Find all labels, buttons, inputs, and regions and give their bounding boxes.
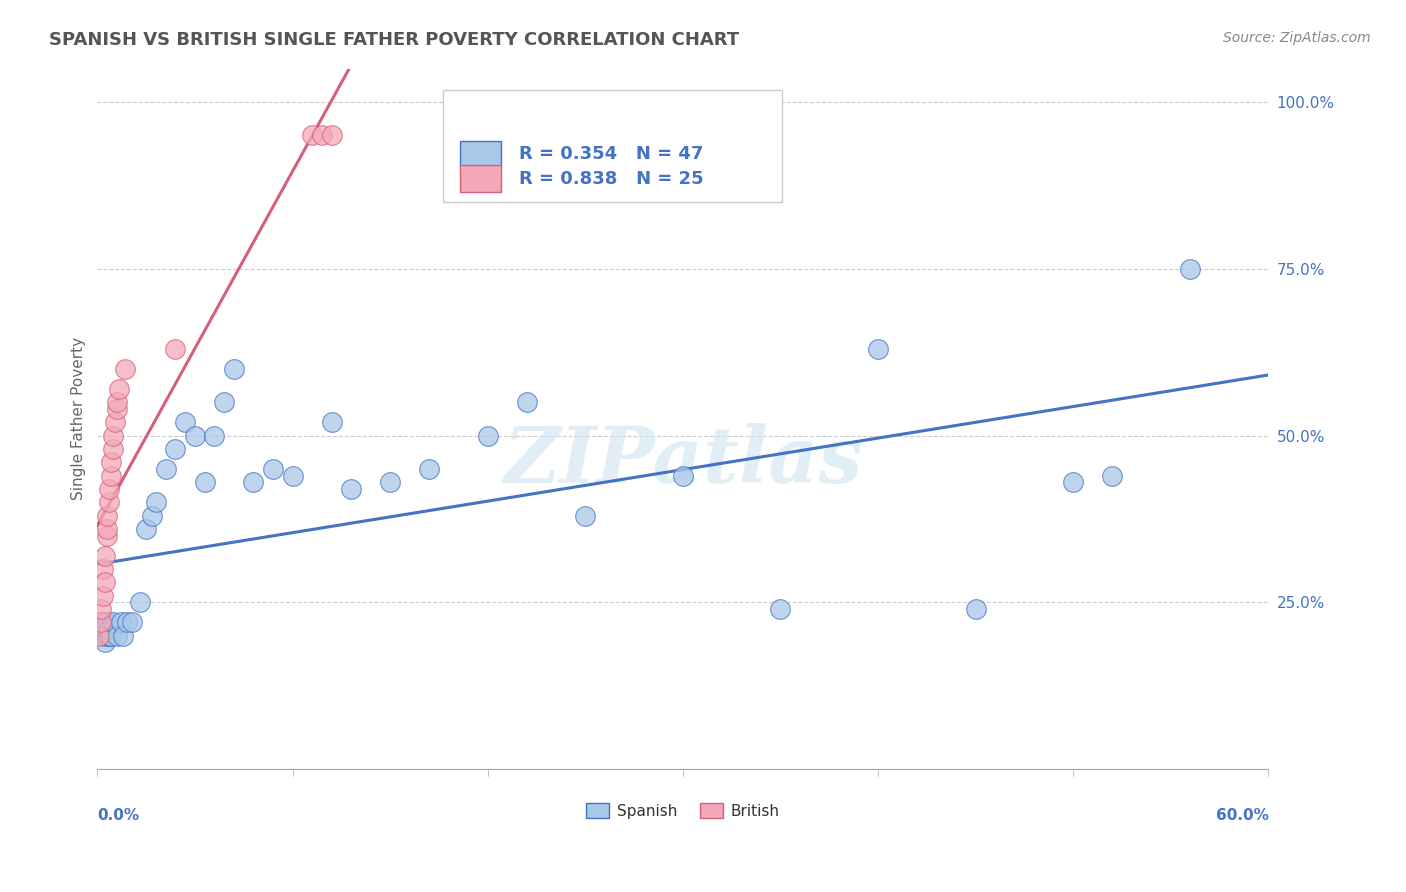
Text: SPANISH VS BRITISH SINGLE FATHER POVERTY CORRELATION CHART: SPANISH VS BRITISH SINGLE FATHER POVERTY…: [49, 31, 740, 49]
Point: [89, 629, 111, 643]
Point: [184, 428, 207, 442]
Point: [262, 462, 284, 476]
Point: [418, 462, 440, 476]
Text: R = 0.838   N = 25: R = 0.838 N = 25: [519, 170, 703, 188]
Text: Source: ZipAtlas.com: Source: ZipAtlas.com: [1223, 31, 1371, 45]
Text: R = 0.354   N = 47: R = 0.354 N = 47: [519, 145, 703, 163]
Point: [96, 615, 118, 630]
Point: [94, 635, 117, 649]
Point: [194, 475, 217, 490]
Y-axis label: Single Father Poverty: Single Father Poverty: [72, 337, 86, 500]
Point: [114, 362, 136, 376]
Point: [477, 428, 499, 442]
Point: [89, 629, 111, 643]
Point: [174, 415, 197, 429]
Point: [1062, 475, 1084, 490]
Text: 60.0%: 60.0%: [1216, 808, 1268, 822]
Point: [105, 629, 128, 643]
Point: [91, 629, 114, 643]
Point: [91, 589, 114, 603]
Point: [242, 475, 264, 490]
Point: [165, 342, 187, 356]
Point: [155, 462, 177, 476]
Text: ZIPatlas: ZIPatlas: [503, 423, 862, 500]
Point: [100, 468, 122, 483]
Point: [91, 622, 114, 636]
Point: [222, 362, 245, 376]
Point: [100, 629, 122, 643]
Point: [165, 442, 187, 456]
Point: [90, 615, 112, 630]
Point: [98, 482, 121, 496]
Point: [340, 482, 363, 496]
Point: [321, 415, 343, 429]
Point: [94, 622, 117, 636]
Point: [90, 615, 112, 630]
Point: [769, 602, 792, 616]
Point: [104, 415, 127, 429]
Point: [94, 575, 117, 590]
Point: [301, 128, 323, 143]
Point: [101, 615, 124, 630]
Point: [321, 128, 343, 143]
Point: [96, 629, 118, 643]
Point: [868, 342, 890, 356]
Point: [96, 529, 118, 543]
Point: [516, 395, 538, 409]
Point: [212, 395, 235, 409]
Point: [108, 382, 131, 396]
Point: [90, 602, 112, 616]
Point: [105, 395, 128, 409]
Point: [98, 629, 121, 643]
Point: [135, 522, 157, 536]
FancyBboxPatch shape: [460, 141, 502, 168]
Point: [110, 615, 132, 630]
Point: [1101, 468, 1123, 483]
Point: [100, 455, 122, 469]
Point: [96, 522, 118, 536]
Point: [98, 495, 121, 509]
Point: [129, 595, 152, 609]
Point: [111, 629, 134, 643]
Point: [96, 508, 118, 523]
Point: [145, 495, 167, 509]
Point: [574, 508, 596, 523]
Point: [105, 401, 128, 416]
Point: [378, 475, 401, 490]
Point: [94, 549, 117, 563]
Point: [311, 128, 333, 143]
FancyBboxPatch shape: [460, 165, 502, 192]
Text: 0.0%: 0.0%: [97, 808, 139, 822]
Point: [121, 615, 143, 630]
Point: [141, 508, 163, 523]
Point: [98, 622, 121, 636]
FancyBboxPatch shape: [443, 89, 782, 202]
Point: [672, 468, 695, 483]
Point: [94, 615, 117, 630]
Point: [281, 468, 304, 483]
Point: [91, 562, 114, 576]
Point: [965, 602, 987, 616]
Point: [101, 442, 124, 456]
Legend: Spanish, British: Spanish, British: [581, 797, 786, 825]
Point: [204, 428, 226, 442]
Point: [1180, 261, 1202, 276]
Point: [115, 615, 138, 630]
Point: [101, 428, 124, 442]
